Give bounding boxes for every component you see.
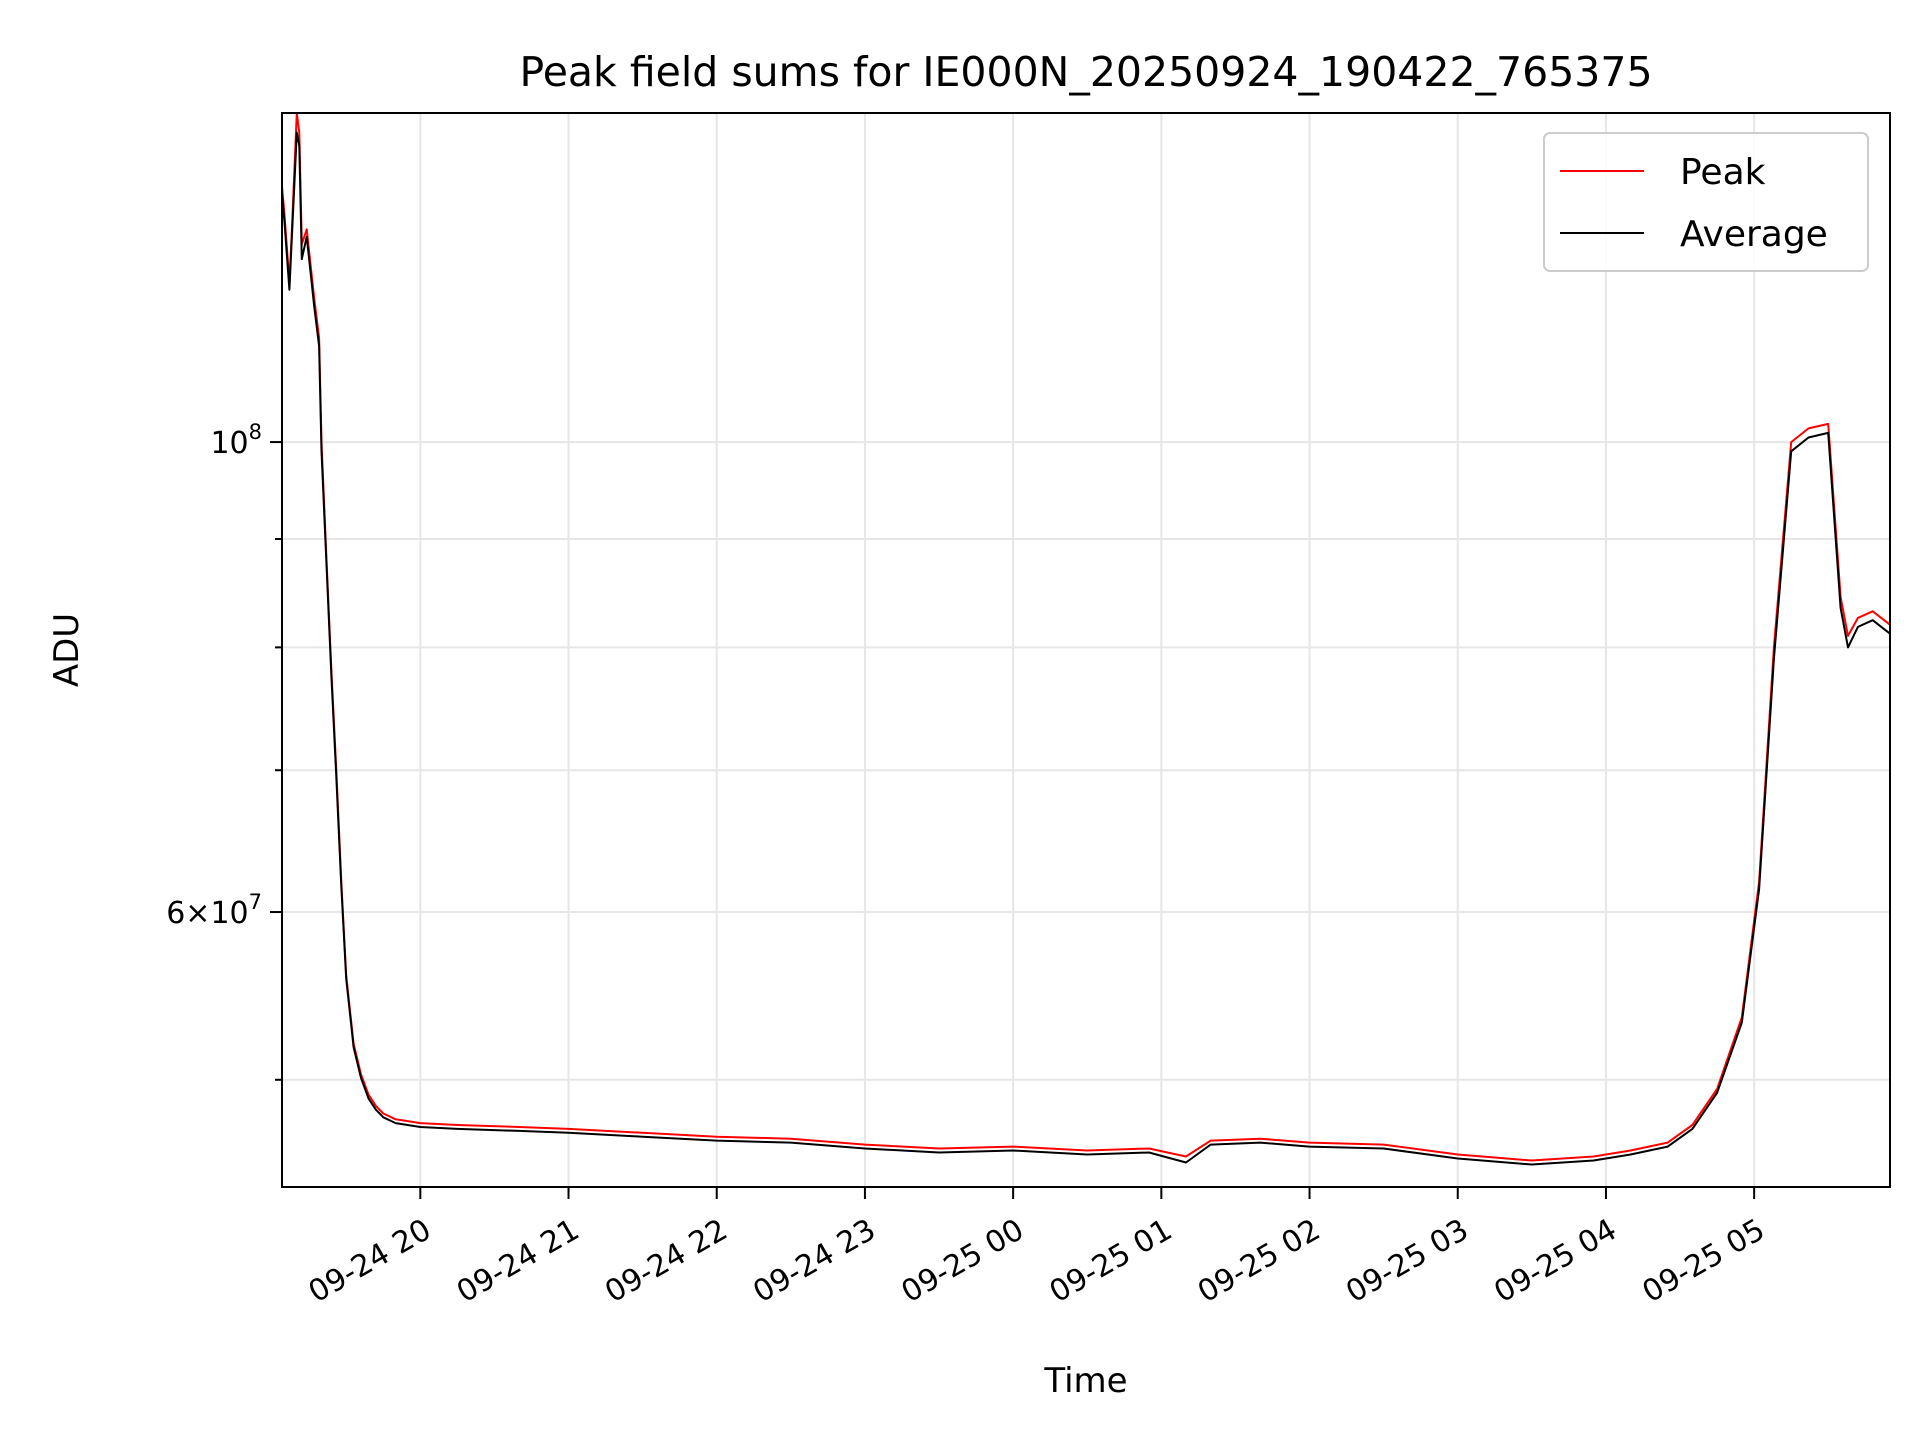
y-tick-mantissa: 6 <box>166 896 185 931</box>
series-line-average <box>281 131 1891 1166</box>
y-tick-exponent: 8 <box>249 420 262 444</box>
y-tick-label: 6×107 <box>166 890 262 931</box>
legend-label-peak: Peak <box>1680 152 1766 193</box>
y-tick-base: 10 <box>210 896 248 931</box>
y-tick-label: 108 <box>210 420 262 461</box>
y-tick-exponent: 7 <box>249 890 262 914</box>
grid <box>282 113 1890 1187</box>
legend-box <box>1543 132 1869 272</box>
y-tick-times: × <box>185 896 210 931</box>
x-axis-label: Time <box>1043 1361 1127 1401</box>
y-axis-label: ADU <box>47 613 87 687</box>
legend-label-average: Average <box>1680 214 1828 255</box>
legend: Peak Average <box>1543 132 1869 272</box>
series-layer <box>281 112 1891 1166</box>
y-tick-base: 10 <box>210 426 248 461</box>
plot-frame <box>281 112 1891 1188</box>
chart-title: Peak field sums for IE000N_20250924_1904… <box>519 48 1652 96</box>
